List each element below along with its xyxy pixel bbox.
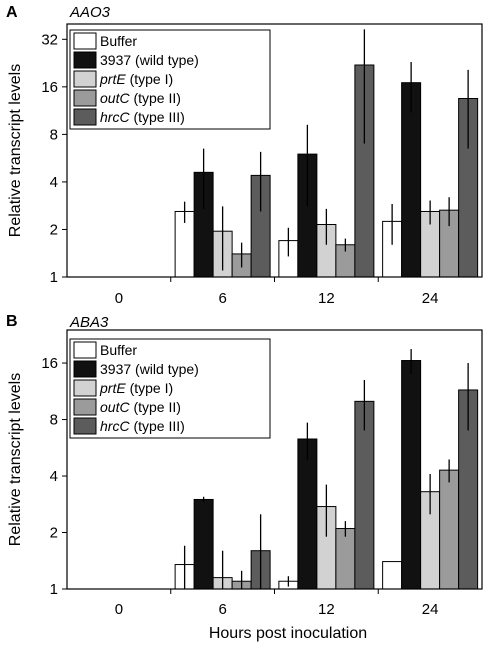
- legend: Buffer 3937 (wild type) prtE (type I) outC …: [69, 29, 271, 130]
- bar: [297, 438, 318, 590]
- legend-label: outC (type II): [100, 399, 181, 415]
- y-tick-label: 2: [50, 525, 58, 542]
- legend: Buffer 3937 (wild type) prtE (type I) outC …: [69, 338, 271, 439]
- legend-label: prtE (type I): [99, 380, 173, 396]
- y-tick-label: 4: [50, 174, 58, 191]
- x-tick-label: 12: [318, 290, 335, 307]
- legend-swatch: [73, 417, 97, 435]
- y-axis-title: Relative transcript levels: [7, 64, 24, 237]
- legend-box: [69, 338, 271, 439]
- y-tick-label: 1: [50, 581, 58, 598]
- panel-letter: B: [6, 313, 18, 330]
- legend-label: 3937 (wild type): [100, 52, 199, 68]
- legend-swatch: [73, 70, 97, 88]
- legend-swatch: [73, 89, 97, 107]
- y-tick-label: 1: [50, 269, 58, 286]
- legend-label: prtE (type I): [99, 71, 173, 87]
- legend-label: hrcC (type III): [100, 418, 185, 434]
- x-tick-label: 24: [422, 290, 439, 307]
- y-tick-label: 16: [41, 79, 58, 96]
- x-axis-title: Hours post inoculation: [209, 625, 367, 642]
- x-tick-label: 24: [422, 601, 439, 618]
- y-tick-label: 8: [50, 126, 58, 143]
- legend-swatch: [73, 51, 97, 69]
- y-axis-title: Relative transcript levels: [7, 373, 24, 546]
- plot-frame: [66, 329, 483, 590]
- legend-swatch: [73, 360, 97, 378]
- legend-box: [69, 29, 271, 130]
- y-tick-label: 16: [41, 355, 58, 372]
- legend-label: Buffer: [100, 33, 137, 49]
- x-tick-label: 0: [115, 290, 123, 307]
- legend-swatch: [73, 341, 97, 359]
- legend-label: hrcC (type III): [100, 109, 185, 125]
- legend-label: 3937 (wild type): [100, 361, 199, 377]
- legend-swatch: [73, 398, 97, 416]
- legend-swatch: [73, 379, 97, 397]
- x-tick-label: 12: [318, 601, 335, 618]
- legend-swatch: [73, 32, 97, 50]
- y-tick-label: 4: [50, 468, 58, 485]
- bar: [439, 469, 460, 590]
- bar: [401, 360, 422, 590]
- bar: [382, 561, 403, 590]
- gene-title: ABA3: [69, 314, 109, 331]
- legend-swatch: [73, 108, 97, 126]
- x-tick-label: 0: [115, 601, 123, 618]
- plot-frame: [66, 23, 483, 278]
- bar: [193, 498, 214, 590]
- panel-letter: A: [6, 4, 18, 21]
- y-tick-label: 8: [50, 412, 58, 429]
- legend-label: Buffer: [100, 342, 137, 358]
- gene-title: AAO3: [69, 4, 111, 21]
- legend-label: outC (type II): [100, 90, 181, 106]
- x-tick-label: 6: [218, 601, 226, 618]
- bar: [335, 528, 356, 590]
- y-tick-label: 2: [50, 221, 58, 238]
- x-tick-label: 6: [218, 290, 226, 307]
- y-tick-label: 32: [41, 31, 58, 48]
